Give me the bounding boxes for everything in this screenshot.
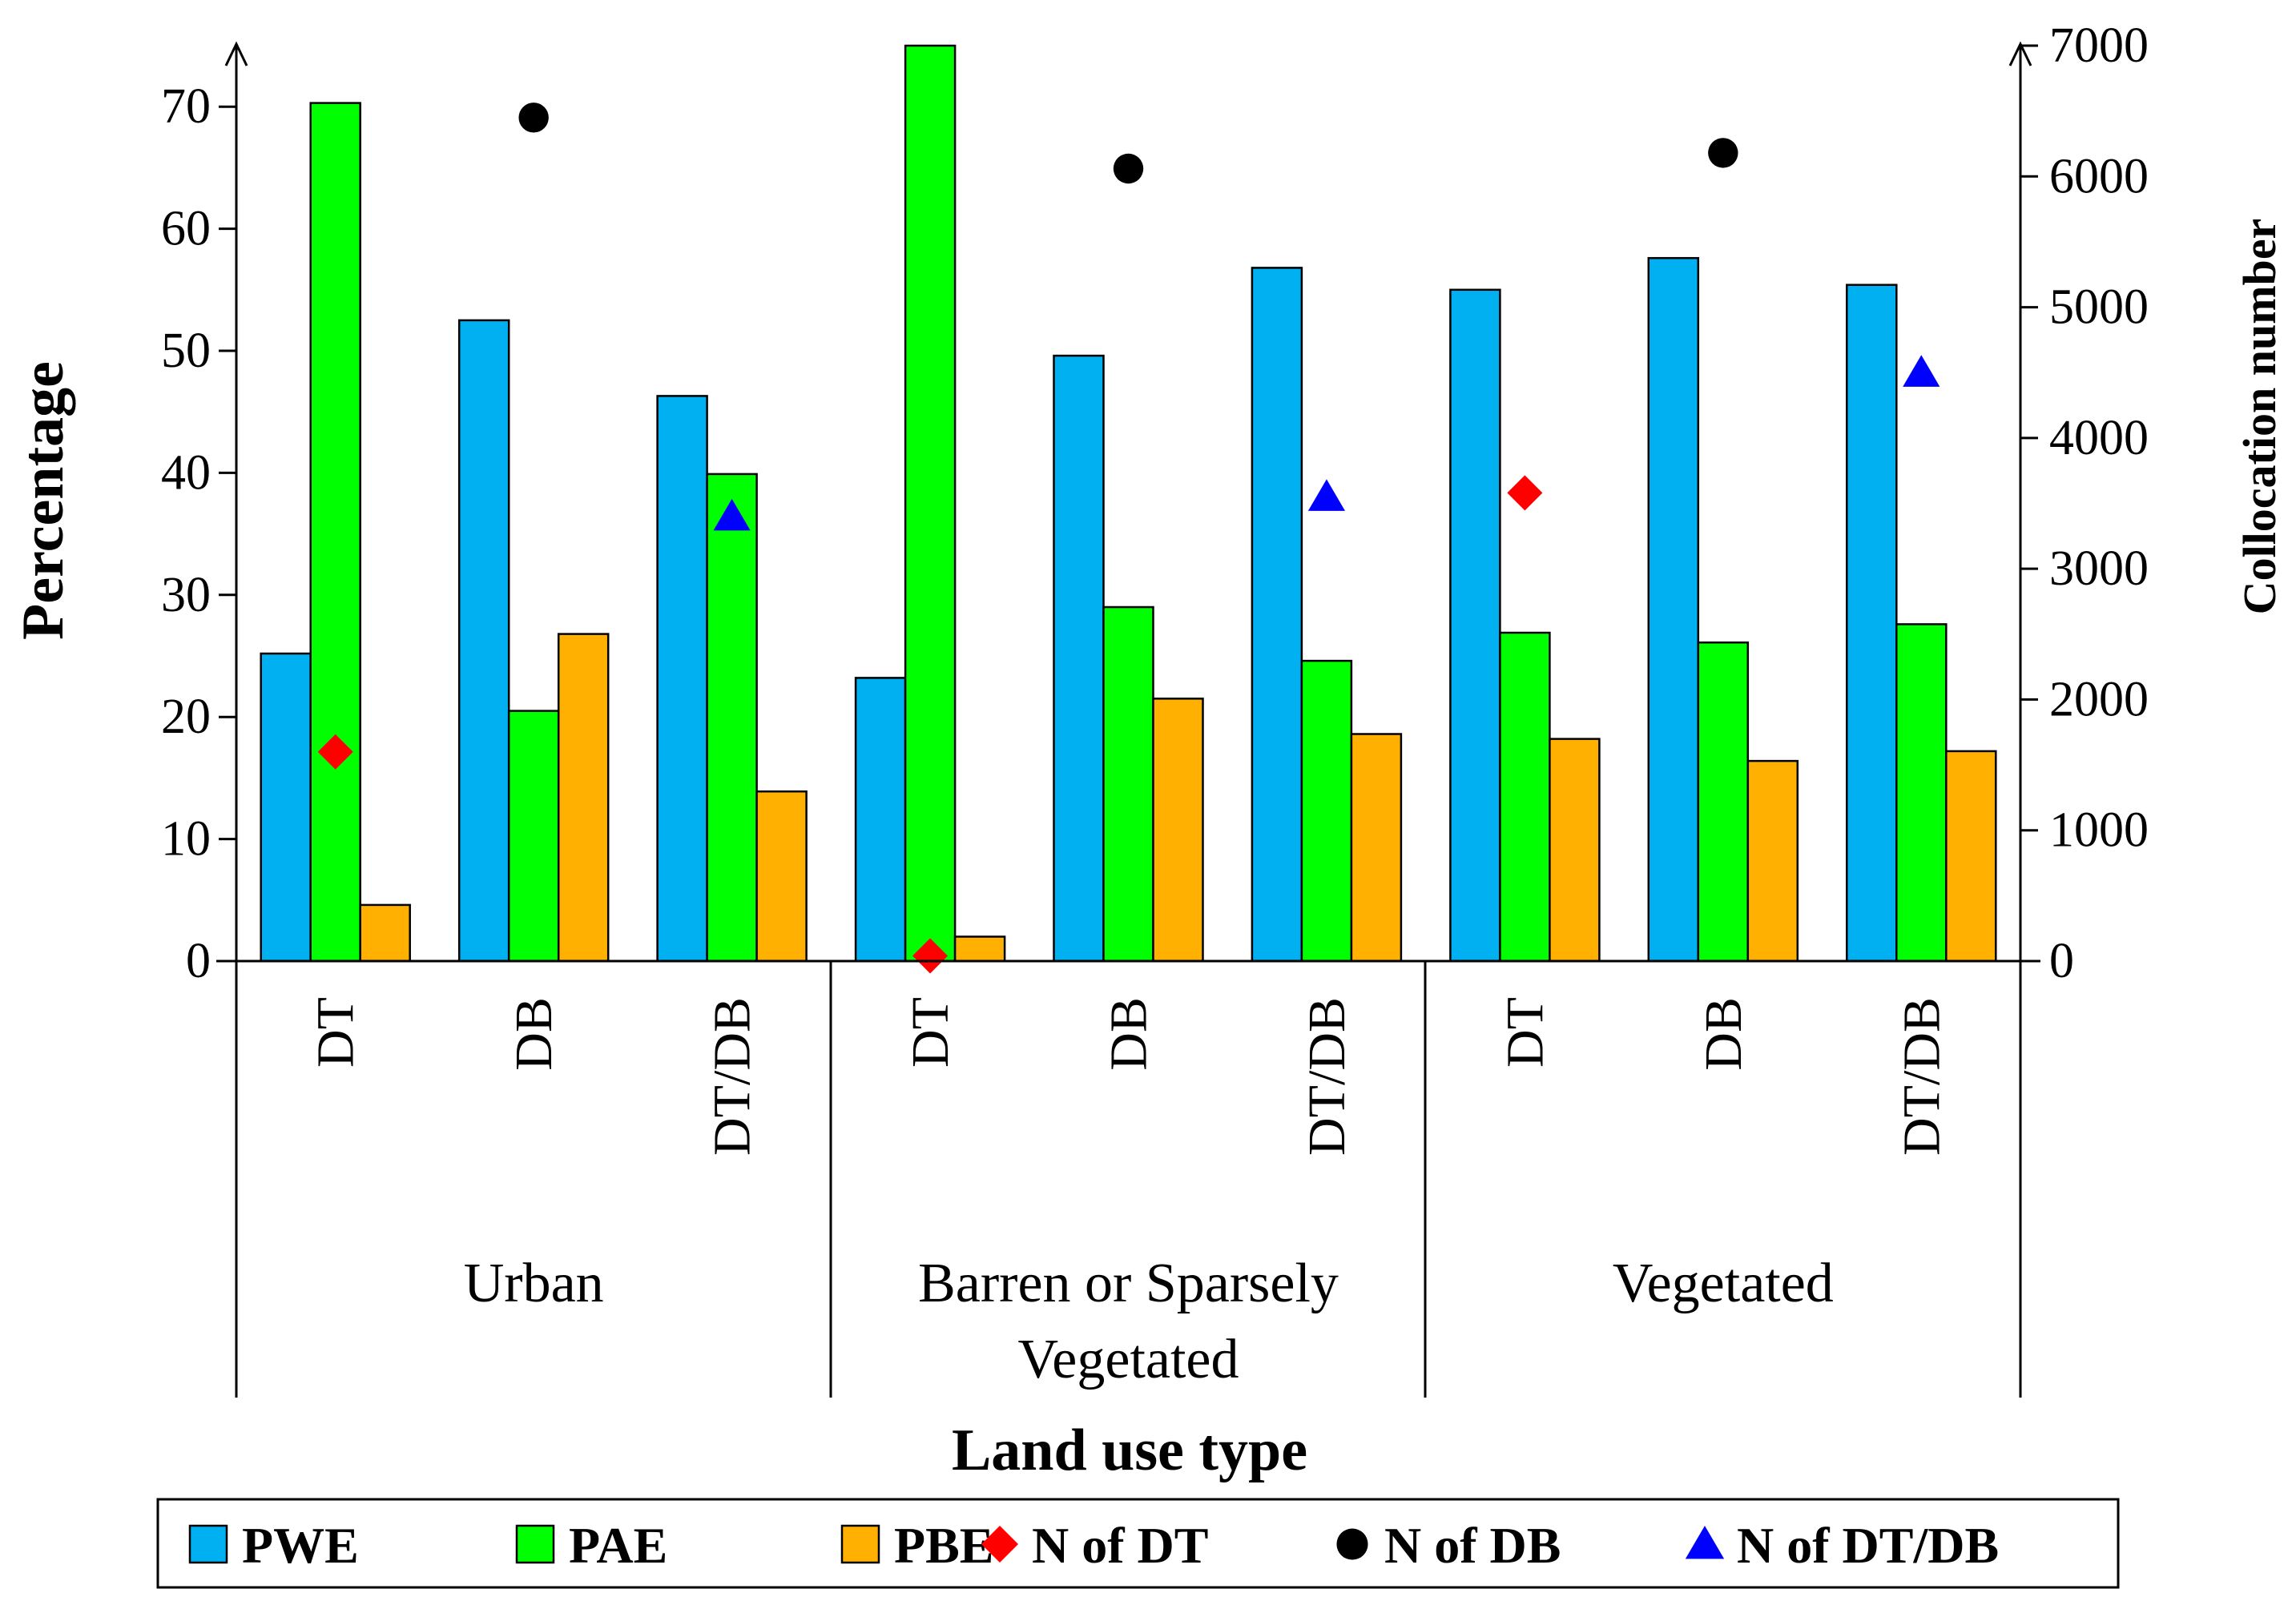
category-labels: DT DB DT/DB DT DB DT/DB DT DB DT/DB — [307, 997, 1952, 1156]
bar-pwe-6 — [1449, 288, 1501, 963]
bar-pbe-2 — [755, 790, 808, 963]
category-label-1: DB — [505, 997, 563, 1071]
axes — [216, 41, 2040, 1398]
bar-pae-1 — [507, 710, 560, 963]
category-label-4: DB — [1100, 997, 1158, 1071]
bar-pwe-1 — [457, 319, 510, 963]
y-tick-label-0: 0 — [186, 934, 211, 988]
legend-swatch-pbe — [840, 1524, 880, 1564]
y2-tick-label-3: 3000 — [2049, 541, 2149, 596]
bar-pwe-0 — [260, 652, 312, 963]
bar-pwe-3 — [854, 677, 907, 963]
legend-marker-n-of-dt — [981, 1526, 1018, 1563]
marker-n-of-db-4 — [1113, 153, 1144, 184]
y-tick-label-7: 70 — [161, 79, 211, 134]
y-tick-label-1: 10 — [161, 812, 211, 867]
legend-swatch-pae — [515, 1524, 555, 1564]
marker-n-of-dt-db-2 — [713, 498, 751, 531]
marker-n-of-db-1 — [518, 103, 549, 133]
y2-tick-label-1: 1000 — [2049, 803, 2149, 858]
bar-pwe-2 — [656, 395, 708, 963]
legend-label-n-of-db: N of DB — [1384, 1517, 1561, 1574]
legend-swatch-pwe — [188, 1524, 228, 1564]
category-label-5: DT/DB — [1298, 997, 1356, 1156]
bar-pae-3 — [904, 44, 957, 963]
bar-pbe-4 — [1152, 698, 1204, 963]
legend-marker-n-of-db — [1336, 1528, 1368, 1560]
bar-pae-5 — [1300, 659, 1353, 963]
y-tick-label-3: 30 — [161, 568, 211, 622]
bar-pae-2 — [706, 473, 758, 963]
bar-pwe-4 — [1053, 354, 1105, 963]
marker-n-of-dt-0 — [317, 734, 353, 770]
left-axis-arrow-icon — [224, 41, 248, 66]
legend-marker-n-of-dt-db — [1685, 1526, 1725, 1559]
bar-pbe-0 — [359, 903, 411, 963]
marker-n-of-dt-3 — [912, 938, 949, 974]
y2-tick-label-4: 4000 — [2049, 411, 2149, 465]
category-label-3: DT — [901, 997, 960, 1068]
group-label-1-0: Barren or Sparsely — [918, 1253, 1339, 1314]
plot-area — [260, 44, 1997, 974]
bar-pae-0 — [309, 102, 361, 963]
bar-pbe-6 — [1549, 738, 1601, 963]
y-tick-label-2: 20 — [161, 690, 211, 744]
category-label-7: DB — [1694, 997, 1753, 1071]
y-tick-label-4: 40 — [161, 445, 211, 500]
y-tick-label-6: 60 — [161, 202, 211, 256]
bar-pbe-5 — [1350, 733, 1403, 963]
y2-tick-label-7: 7000 — [2049, 18, 2149, 73]
legend-label-n-of-dt-db: N of DT/DB — [1737, 1517, 1999, 1574]
category-label-6: DT — [1496, 997, 1554, 1068]
group-label-1-1: Vegetated — [1018, 1329, 1239, 1390]
y2-tick-label-0: 0 — [2049, 934, 2074, 988]
group-label-2-0: Vegetated — [1613, 1253, 1834, 1314]
y2-axis-title: Collocation number — [2234, 219, 2286, 615]
bar-pae-6 — [1499, 631, 1551, 963]
legend-label-n-of-dt: N of DT — [1032, 1517, 1208, 1574]
x-axis-title: Land use type — [952, 1418, 1307, 1483]
marker-n-of-dt-db-5 — [1307, 479, 1346, 511]
bar-pwe-5 — [1251, 267, 1303, 963]
y2-tick-label-2: 2000 — [2049, 672, 2149, 726]
y-axis-title: Percentage — [10, 361, 76, 640]
right-y-ticks: 0 1000 2000 3000 4000 5000 6000 7000 — [2020, 18, 2149, 988]
bar-pae-7 — [1697, 641, 1750, 963]
marker-n-of-dt-db-8 — [1903, 355, 1940, 387]
bar-pbe-7 — [1746, 759, 1799, 963]
bar-pbe-8 — [1945, 750, 1997, 963]
legend-label-pwe: PWE — [242, 1517, 359, 1574]
group-labels: Urban Barren or Sparsely Vegetated Vegetate… — [464, 1253, 1834, 1390]
category-label-2: DT/DB — [703, 997, 762, 1156]
legend-box — [156, 1498, 2120, 1589]
bar-pwe-8 — [1846, 284, 1898, 963]
legend: PWE PAE PBE N of DT N of DB N of DT/DB — [156, 1498, 2120, 1589]
bar-pae-4 — [1102, 605, 1154, 963]
bar-pae-8 — [1895, 623, 1948, 963]
bar-pbe-3 — [953, 935, 1006, 963]
category-label-0: DT — [307, 997, 365, 1068]
left-y-ticks: 0 10 20 30 40 50 60 70 — [161, 79, 236, 988]
category-label-8: DT/DB — [1892, 997, 1951, 1156]
group-label-0-0: Urban — [464, 1253, 604, 1314]
marker-n-of-dt-6 — [1507, 475, 1543, 511]
marker-n-of-db-7 — [1708, 138, 1738, 168]
legend-label-pbe: PBE — [894, 1517, 993, 1574]
bar-pwe-7 — [1647, 256, 1700, 963]
right-axis-arrow-icon — [2008, 41, 2032, 66]
bar-pbe-1 — [557, 633, 610, 963]
legend-label-pae: PAE — [569, 1517, 667, 1574]
y2-tick-label-6: 6000 — [2049, 149, 2149, 203]
y-tick-label-5: 50 — [161, 324, 211, 378]
y2-tick-label-5: 5000 — [2049, 280, 2149, 335]
